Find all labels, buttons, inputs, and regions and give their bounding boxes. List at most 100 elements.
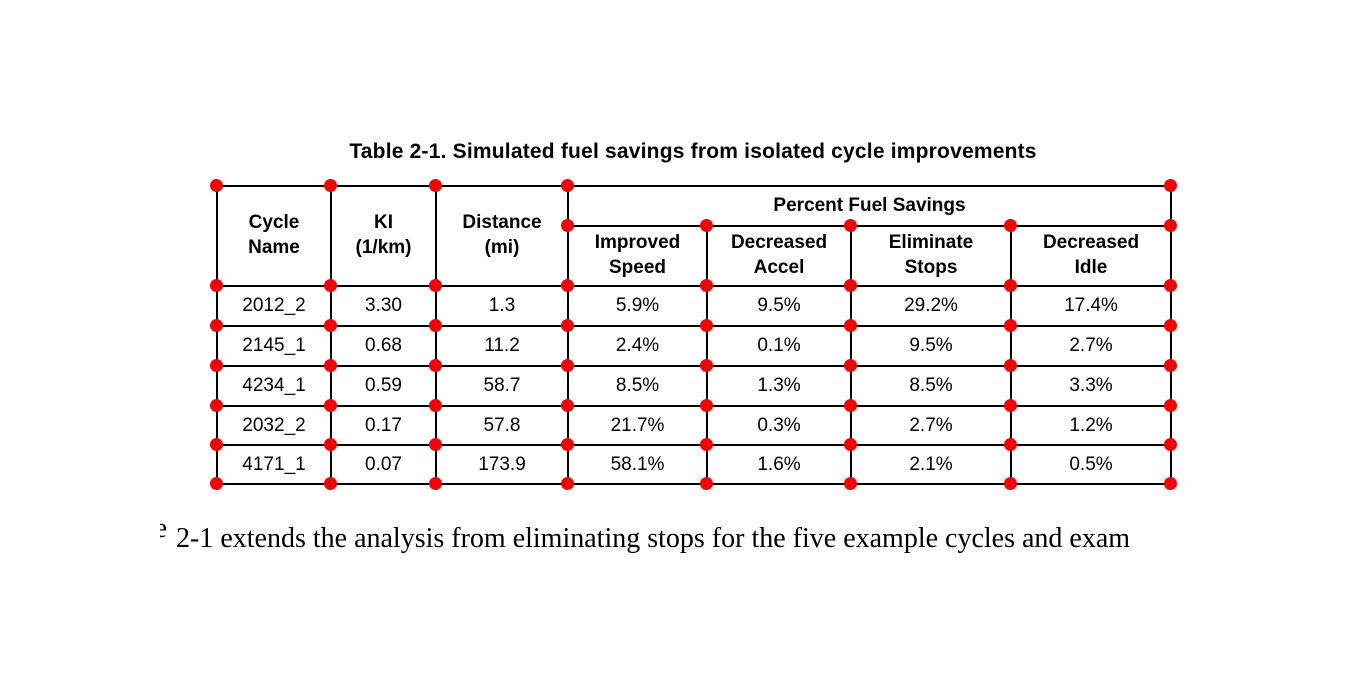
cell-corner-marker — [843, 278, 857, 292]
cell-corner-marker — [323, 398, 337, 412]
cell-corner-marker — [843, 437, 857, 451]
cell-corner-marker — [1163, 318, 1177, 332]
cell-corner-marker — [1003, 278, 1017, 292]
table-row: 2032_2 0.17 57.8 21.7% 0.3% 2.7% 1.2% — [216, 405, 1172, 446]
col-header-improved-speed: Improved Speed — [567, 225, 708, 287]
cell-corner-marker — [323, 358, 337, 372]
cell-decreased-idle: 3.3% — [1010, 365, 1172, 407]
col-header-eliminate-stops: Eliminate Stops — [850, 225, 1012, 287]
table-row: 2145_1 0.68 11.2 2.4% 0.1% 9.5% 2.7% — [216, 325, 1172, 367]
cell-corner-marker — [1163, 178, 1177, 192]
cell-corner-marker — [560, 476, 574, 490]
cell-corner-marker — [843, 318, 857, 332]
cell-ki: 3.30 — [330, 285, 437, 327]
cell-corner-marker — [1163, 358, 1177, 372]
cell-ki: 0.07 — [330, 444, 437, 485]
cell-improved-speed: 58.1% — [567, 444, 708, 485]
cell-corner-marker — [1003, 437, 1017, 451]
table-row: 4234_1 0.59 58.7 8.5% 1.3% 8.5% 3.3% — [216, 365, 1172, 407]
col-header-ki: KI (1/km) — [330, 185, 437, 287]
cell-corner-marker — [209, 318, 223, 332]
body-text: 2-1 extends the analysis from eliminatin… — [176, 523, 1131, 554]
cell-corner-marker — [699, 218, 713, 232]
cell-decreased-accel: 0.1% — [706, 325, 852, 367]
cell-corner-marker — [209, 437, 223, 451]
cell-corner-marker — [843, 218, 857, 232]
table-title: Table 2-1. Simulated fuel savings from i… — [349, 140, 1037, 163]
cell-corner-marker — [843, 476, 857, 490]
cell-decreased-idle: 2.7% — [1010, 325, 1172, 367]
col-header-distance: Distance (mi) — [435, 185, 569, 287]
cell-corner-marker — [428, 358, 442, 372]
cell-corner-marker — [560, 437, 574, 451]
cell-corner-marker — [428, 278, 442, 292]
cell-cycle-name: 4171_1 — [216, 444, 332, 485]
cell-corner-marker — [1163, 476, 1177, 490]
cell-corner-marker — [699, 278, 713, 292]
cell-distance: 58.7 — [435, 365, 569, 407]
cell-corner-marker — [1163, 398, 1177, 412]
cell-corner-marker — [428, 178, 442, 192]
cell-distance: 173.9 — [435, 444, 569, 485]
cell-decreased-accel: 9.5% — [706, 285, 852, 327]
cell-decreased-accel: 0.3% — [706, 405, 852, 446]
col-header-cycle-name: Cycle Name — [216, 185, 332, 287]
col-header-decreased-accel: Decreased Accel — [706, 225, 852, 287]
cell-corner-marker — [560, 358, 574, 372]
cell-ki: 0.68 — [330, 325, 437, 367]
cell-corner-marker — [209, 476, 223, 490]
cell-cycle-name: 4234_1 — [216, 365, 332, 407]
cell-corner-marker — [699, 476, 713, 490]
cell-corner-marker — [560, 218, 574, 232]
cell-corner-marker — [428, 476, 442, 490]
cell-distance: 1.3 — [435, 285, 569, 327]
cell-corner-marker — [699, 358, 713, 372]
cell-corner-marker — [209, 278, 223, 292]
cell-corner-marker — [209, 178, 223, 192]
cell-corner-marker — [1163, 278, 1177, 292]
cell-ki: 0.59 — [330, 365, 437, 407]
cell-improved-speed: 5.9% — [567, 285, 708, 327]
cell-cycle-name: 2145_1 — [216, 325, 332, 367]
body-text-line: e 2-1 extends the analysis from eliminati… — [160, 511, 1130, 557]
cell-corner-marker — [323, 318, 337, 332]
cell-corner-marker — [209, 398, 223, 412]
col-group-header-percent-fuel-savings: Percent Fuel Savings — [567, 185, 1172, 227]
col-header-decreased-idle: Decreased Idle — [1010, 225, 1172, 287]
cell-eliminate-stops: 2.1% — [850, 444, 1012, 485]
cell-decreased-accel: 1.6% — [706, 444, 852, 485]
cell-eliminate-stops: 2.7% — [850, 405, 1012, 446]
cell-distance: 57.8 — [435, 405, 569, 446]
cell-corner-marker — [428, 398, 442, 412]
cell-corner-marker — [323, 437, 337, 451]
cell-decreased-idle: 17.4% — [1010, 285, 1172, 327]
clipped-letter-fragment: e — [160, 513, 167, 544]
cell-eliminate-stops: 8.5% — [850, 365, 1012, 407]
cell-corner-marker — [323, 178, 337, 192]
cell-corner-marker — [699, 398, 713, 412]
cell-corner-marker — [323, 476, 337, 490]
cell-cycle-name: 2032_2 — [216, 405, 332, 446]
cell-decreased-accel: 1.3% — [706, 365, 852, 407]
cell-distance: 11.2 — [435, 325, 569, 367]
cell-corner-marker — [1003, 398, 1017, 412]
cell-decreased-idle: 0.5% — [1010, 444, 1172, 485]
table-row: 2012_2 3.30 1.3 5.9% 9.5% 29.2% 17.4% — [216, 285, 1172, 327]
cell-corner-marker — [1003, 318, 1017, 332]
fuel-savings-table: Cycle Name KI (1/km) Distance (mi) Perce… — [216, 185, 1172, 485]
cell-corner-marker — [699, 318, 713, 332]
cell-corner-marker — [560, 178, 574, 192]
cell-corner-marker — [428, 437, 442, 451]
cell-corner-marker — [843, 358, 857, 372]
cell-decreased-idle: 1.2% — [1010, 405, 1172, 446]
cell-corner-marker — [1003, 476, 1017, 490]
cell-corner-marker — [1003, 358, 1017, 372]
cell-improved-speed: 21.7% — [567, 405, 708, 446]
cell-corner-marker — [1163, 218, 1177, 232]
cell-cycle-name: 2012_2 — [216, 285, 332, 327]
cell-corner-marker — [843, 398, 857, 412]
cell-corner-marker — [560, 278, 574, 292]
cell-corner-marker — [209, 358, 223, 372]
cell-corner-marker — [1163, 437, 1177, 451]
